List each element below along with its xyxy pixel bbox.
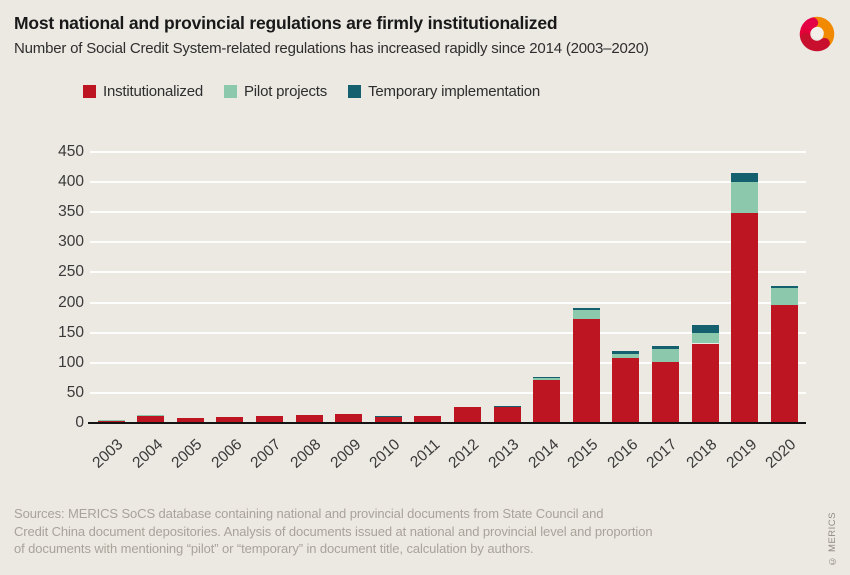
copyright-watermark: © MERICS (827, 512, 838, 567)
x-tick-label: 2005 (168, 436, 206, 472)
y-tick-label: 400 (58, 173, 84, 191)
bar-2018-institutionalized (691, 343, 719, 423)
x-tick-label: 2003 (89, 436, 127, 472)
y-tick-label: 350 (58, 203, 84, 221)
legend-swatch-institutionalized-icon (83, 85, 96, 98)
source-note: Sources: MERICS SoCS database containing… (14, 505, 653, 558)
bar-2009-institutionalized (335, 413, 363, 423)
source-line: of documents with mentioning “pilot” or … (14, 541, 534, 556)
bar-2019-pilot-projects (731, 182, 759, 213)
x-tick-label: 2010 (366, 436, 404, 472)
bar-2020-pilot-projects (770, 288, 798, 305)
chart-subtitle: Number of Social Credit System-related r… (14, 40, 649, 57)
bar-2018-temporary-implementation (691, 324, 719, 333)
bar-2017-temporary-implementation (651, 345, 679, 349)
bar-2010-temporary-implementation (374, 415, 402, 417)
bar-2015-pilot-projects (572, 310, 600, 319)
x-tick-label: 2016 (604, 436, 642, 472)
gridline-150 (90, 331, 806, 334)
bar-2013-institutionalized (493, 406, 521, 423)
y-tick-label: 250 (58, 263, 84, 281)
merics-logo-icon (799, 16, 835, 52)
x-tick-label: 2020 (762, 436, 800, 472)
x-tick-label: 2006 (208, 436, 246, 472)
gridline-50 (90, 391, 806, 394)
legend-swatch-temporary-implementation-icon (348, 85, 362, 98)
bar-2015-temporary-implementation (572, 307, 600, 311)
gridline-450 (90, 151, 806, 153)
x-tick-label: 2007 (247, 436, 285, 472)
source-line: Credit China document depositories. Anal… (14, 523, 653, 539)
x-tick-label: 2014 (524, 436, 562, 472)
bar-2016-temporary-implementation (612, 351, 640, 354)
y-tick-label: 200 (58, 293, 84, 311)
x-tick-label: 2011 (407, 436, 444, 471)
bar-2014-pilot-projects (533, 378, 561, 381)
x-tick-label: 2009 (326, 436, 364, 472)
bar-2017-pilot-projects (651, 348, 679, 362)
bar-2003-institutionalized (97, 420, 125, 423)
y-tick-label: 0 (75, 414, 84, 431)
bar-2020-temporary-implementation (770, 285, 798, 289)
bar-2004-institutionalized (137, 415, 165, 423)
legend-item-pilot-projects: Pilot projects (224, 83, 327, 100)
legend-item-institutionalized: Institutionalized (83, 83, 203, 100)
bar-2004-pilot-projects (137, 415, 165, 416)
page-title: Most national and provincial regulations… (14, 13, 558, 33)
gridline-350 (90, 211, 806, 214)
y-tick-label: 300 (58, 233, 84, 251)
y-tick-label: 450 (58, 143, 84, 160)
bar-2012-institutionalized (453, 406, 481, 423)
bar-2015-institutionalized (572, 318, 600, 423)
bar-2013-temporary-implementation (493, 405, 521, 407)
legend-label: Pilot projects (244, 83, 328, 100)
legend-label: Institutionalized (103, 83, 203, 100)
bar-2003-pilot-projects (97, 419, 125, 421)
y-tick-label: 100 (58, 353, 84, 371)
legend-swatch-pilot-projects-icon (224, 85, 237, 98)
bar-2014-temporary-implementation (533, 377, 561, 379)
legend: Institutionalized Pilot projects Tempora… (83, 83, 540, 100)
bar-2007-institutionalized (255, 416, 283, 423)
source-line: Sources: MERICS SoCS database containing… (14, 506, 604, 521)
gridline-100 (90, 361, 806, 364)
x-tick-label: 2017 (643, 436, 681, 472)
x-tick-label: 2015 (564, 436, 602, 472)
x-tick-label: 2012 (445, 436, 483, 472)
legend-item-temporary-implementation: Temporary implementation (348, 83, 540, 100)
bar-2018-pilot-projects (691, 332, 719, 344)
bar-2014-institutionalized (533, 380, 561, 423)
gridline-400 (90, 181, 806, 184)
x-tick-label: 2004 (128, 436, 166, 472)
bar-2016-pilot-projects (612, 353, 640, 358)
bar-2017-institutionalized (651, 361, 679, 423)
x-tick-label: 2019 (722, 436, 760, 472)
x-tick-label: 2013 (485, 436, 523, 472)
bar-2020-institutionalized (770, 304, 798, 423)
bar-2008-institutionalized (295, 415, 323, 423)
y-tick-label: 50 (66, 383, 84, 401)
bar-2005-institutionalized (176, 417, 204, 423)
bar-2011-institutionalized (414, 415, 442, 423)
bar-2006-institutionalized (216, 416, 244, 423)
bar-2019-temporary-implementation (731, 173, 759, 183)
x-tick-label: 2008 (287, 436, 325, 472)
y-tick-label: 150 (58, 323, 84, 341)
gridline-300 (90, 241, 806, 244)
bar-2010-institutionalized (374, 416, 402, 423)
legend-label: Temporary implementation (368, 83, 541, 100)
bar-2019-institutionalized (731, 212, 759, 423)
x-tick-label: 2018 (683, 436, 721, 472)
gridline-250 (90, 271, 806, 274)
bar-2016-institutionalized (612, 357, 640, 423)
gridline-200 (90, 301, 806, 304)
x-axis-line (88, 422, 806, 424)
